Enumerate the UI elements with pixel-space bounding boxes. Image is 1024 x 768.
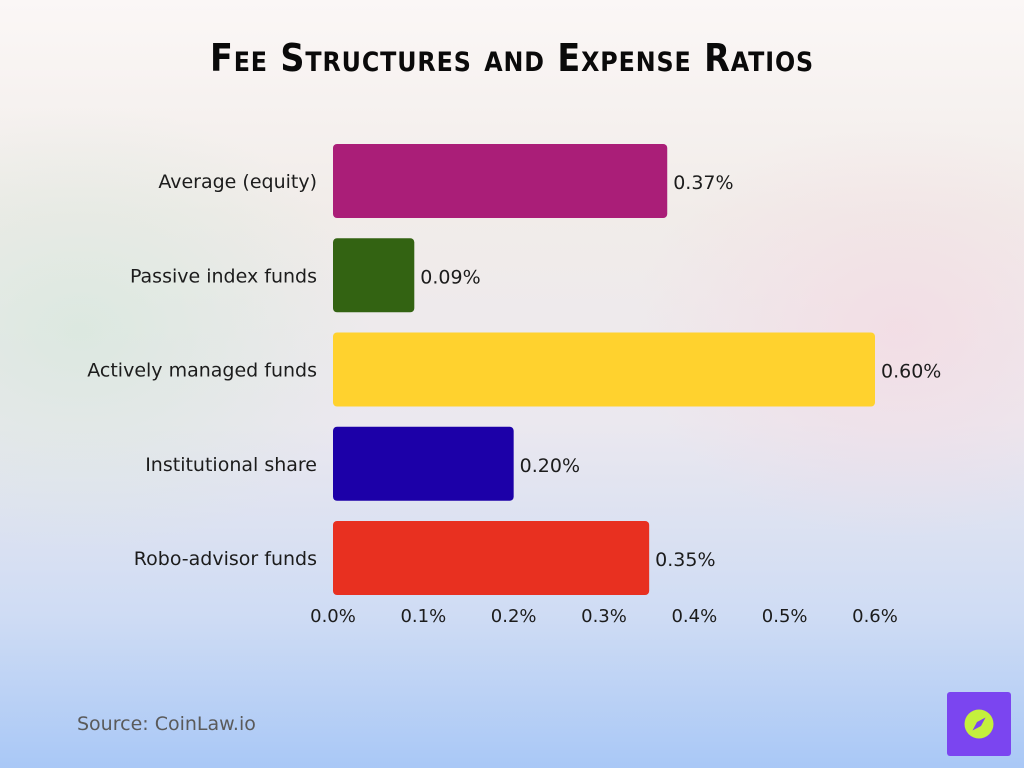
x-tick-label: 0.3% bbox=[581, 606, 627, 627]
category-label: Average (equity) bbox=[158, 171, 317, 193]
value-label: 0.09% bbox=[420, 266, 480, 288]
bars-layer: Average (equity) 0.37% Passive index funds… bbox=[87, 144, 941, 595]
value-label: 0.35% bbox=[655, 549, 715, 571]
value-label: 0.20% bbox=[520, 455, 580, 477]
x-tick-label: 0.6% bbox=[852, 606, 898, 627]
category-label: Institutional share bbox=[145, 454, 317, 476]
source-caption: Source: CoinLaw.io bbox=[77, 713, 256, 735]
value-label: 0.60% bbox=[881, 361, 941, 383]
bar bbox=[333, 144, 668, 218]
category-label: Passive index funds bbox=[130, 265, 317, 287]
brand-logo[interactable] bbox=[947, 692, 1011, 756]
x-tick-label: 0.5% bbox=[762, 606, 808, 627]
x-tick-label: 0.2% bbox=[491, 606, 537, 627]
category-label: Actively managed funds bbox=[87, 360, 317, 382]
x-tick-label: 0.4% bbox=[671, 606, 717, 627]
bar bbox=[333, 521, 650, 595]
compass-icon bbox=[964, 709, 994, 739]
category-label: Robo-advisor funds bbox=[134, 548, 317, 570]
bar bbox=[333, 238, 415, 313]
chart-title: Fee Structures and Expense Ratios bbox=[209, 36, 815, 80]
x-axis-ticks: 0.0% 0.1% 0.2% 0.3% 0.4% 0.5% 0.6% bbox=[310, 606, 898, 627]
bar bbox=[333, 426, 514, 501]
x-tick-label: 0.0% bbox=[310, 606, 356, 627]
value-label: 0.37% bbox=[673, 172, 733, 194]
x-tick-label: 0.1% bbox=[400, 606, 446, 627]
bar bbox=[333, 332, 875, 407]
